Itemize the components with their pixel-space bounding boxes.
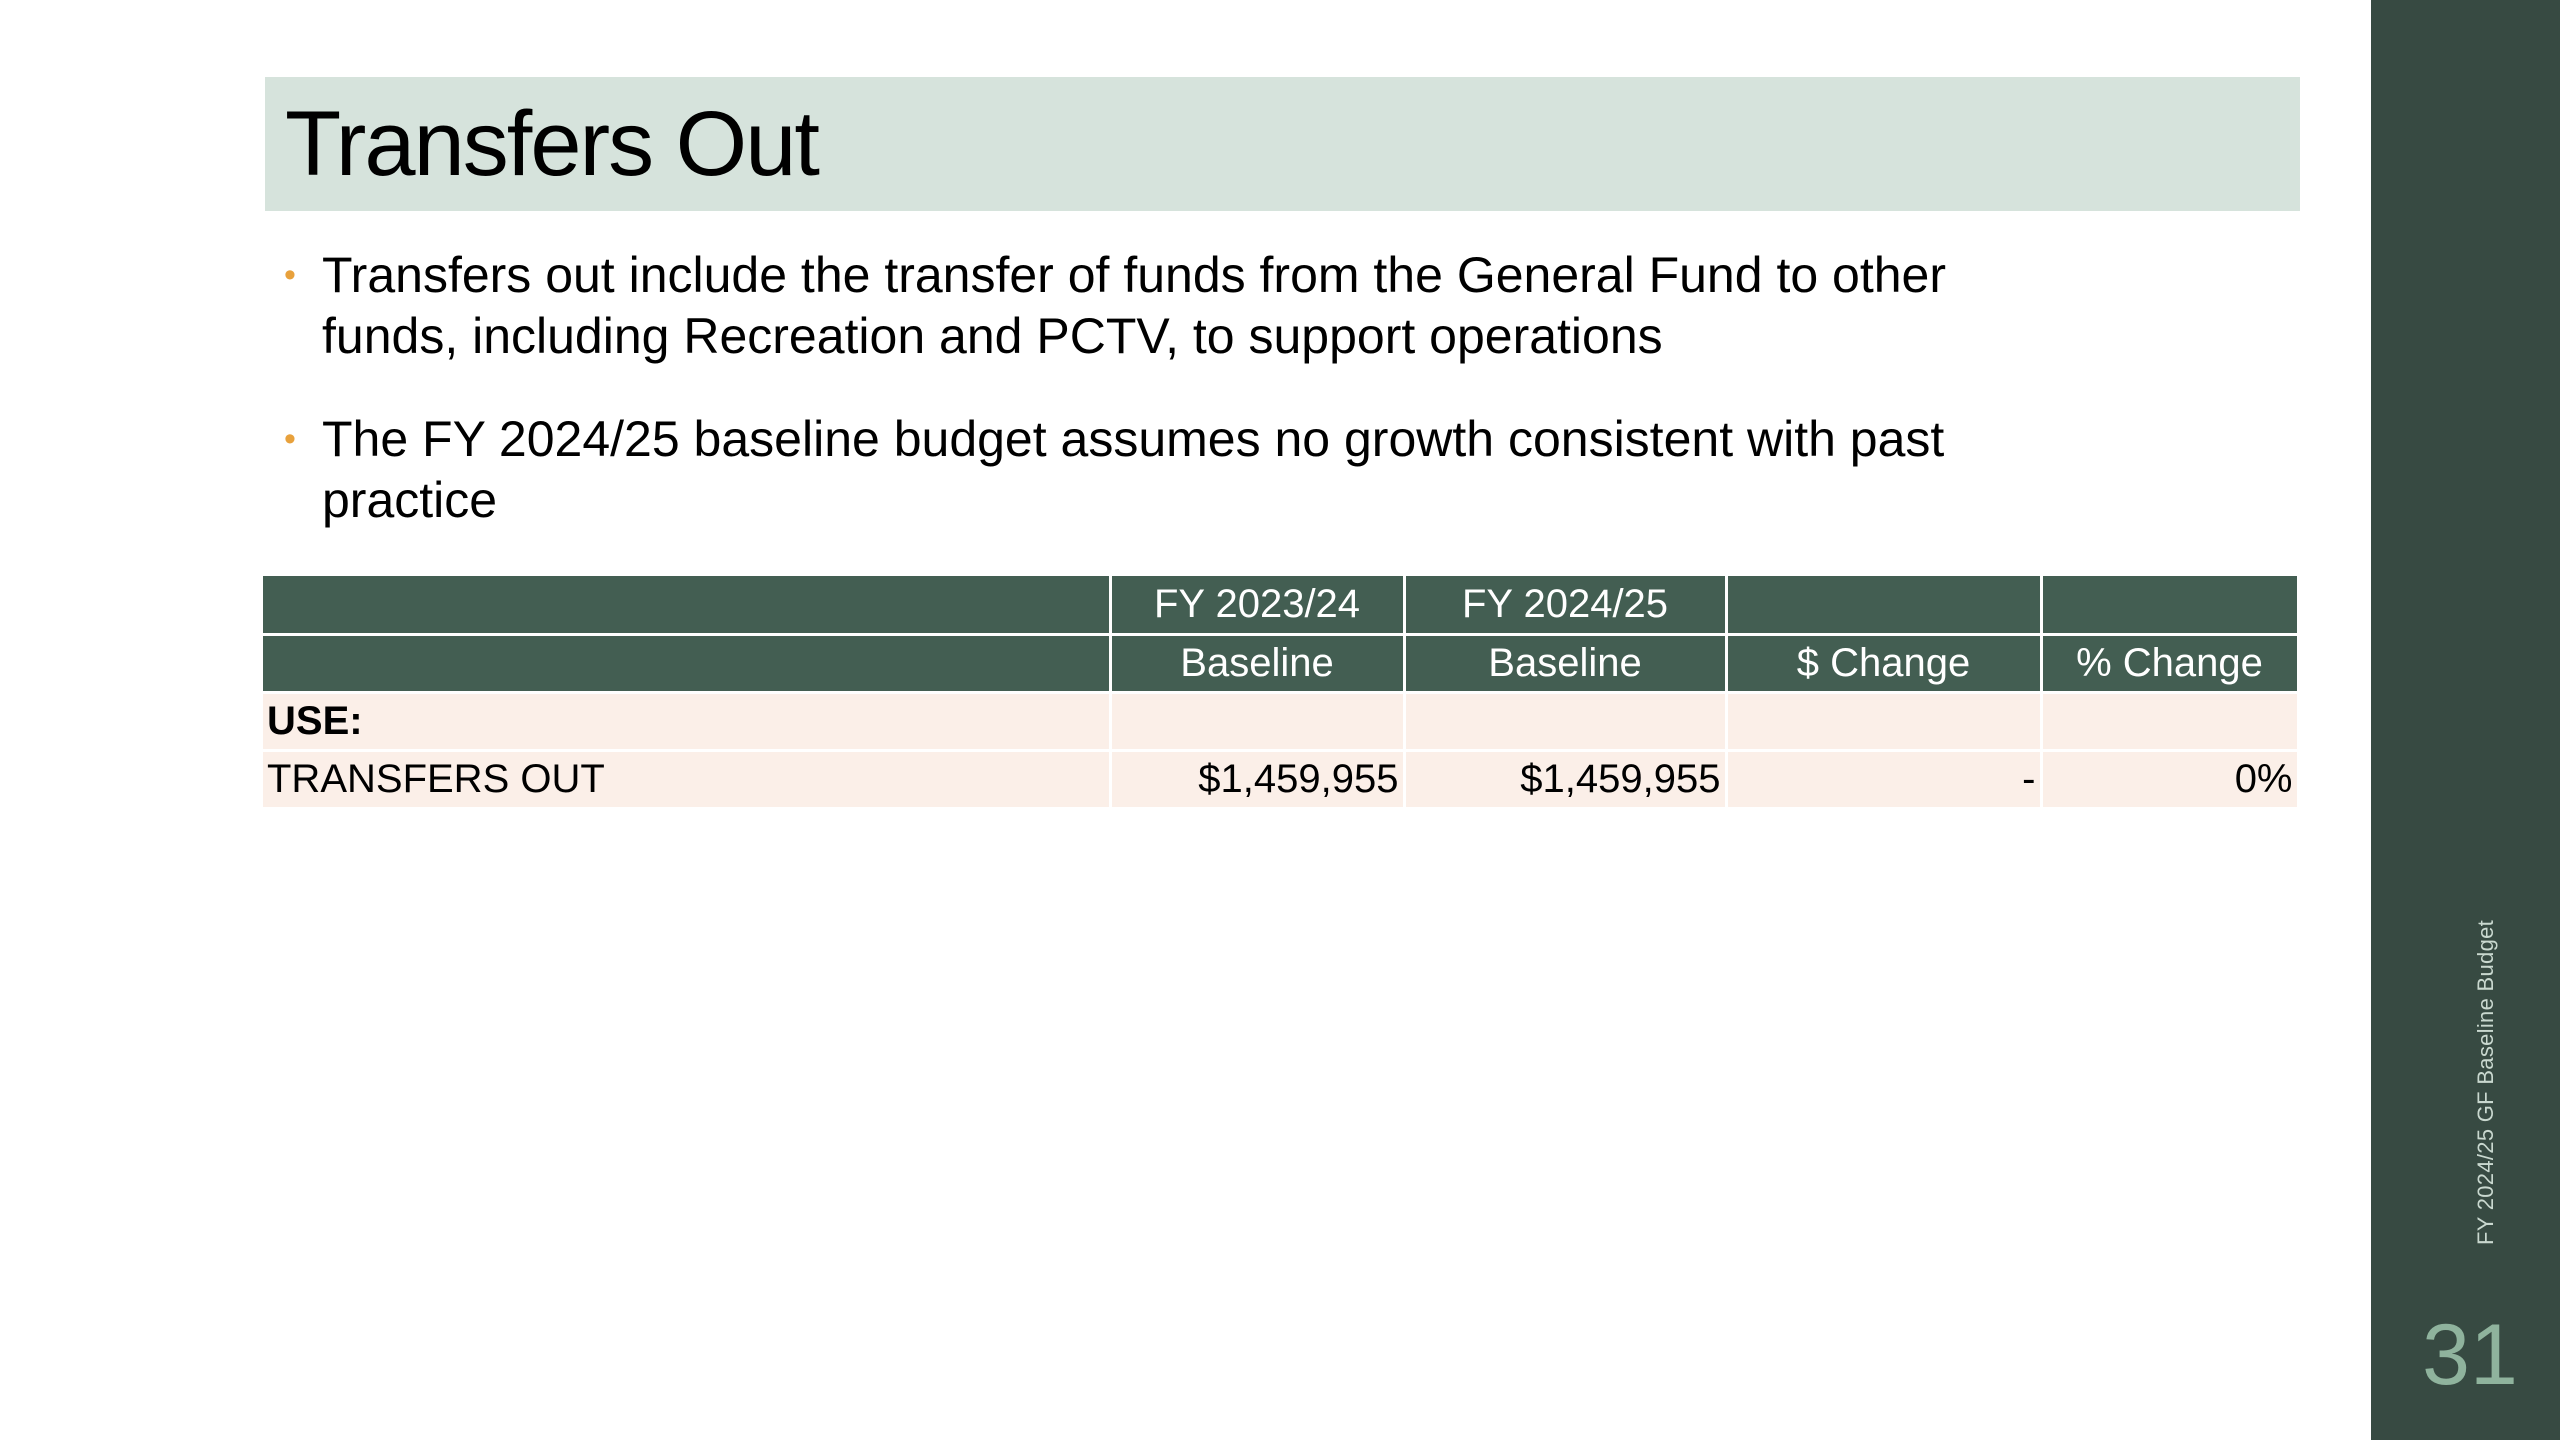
empty-cell	[1110, 692, 1406, 752]
title-band	[265, 77, 2300, 211]
row-dollar-change: -	[1726, 750, 2043, 810]
empty-cell	[1726, 692, 2043, 752]
header-cell-label	[263, 634, 1112, 694]
table-section-row: USE:	[263, 692, 2300, 752]
section-label: USE:	[263, 692, 1112, 752]
row-pct-change: 0%	[2041, 750, 2300, 810]
row-fy2425-value: $1,459,955	[1404, 750, 1728, 810]
bullet-item: • Transfers out include the transfer of …	[280, 245, 2030, 367]
bullet-item: • The FY 2024/25 baseline budget assumes…	[280, 409, 2030, 531]
bullet-dot-icon: •	[284, 256, 296, 294]
page-number: 31	[2422, 1307, 2518, 1403]
row-fy2324-value: $1,459,955	[1110, 750, 1406, 810]
slide-title: Transfers Out	[285, 93, 820, 195]
bullet-dot-icon: •	[284, 420, 296, 458]
table-header-row: Baseline Baseline $ Change % Change	[263, 634, 2300, 694]
header-cell-pct-change: % Change	[2041, 634, 2300, 694]
right-sidebar	[2371, 0, 2560, 1440]
table-header-row: FY 2023/24 FY 2024/25	[263, 576, 2300, 636]
empty-cell	[2041, 692, 2300, 752]
table-row: TRANSFERS OUT $1,459,955 $1,459,955 - 0%	[263, 750, 2300, 810]
header-cell-pct-change	[2041, 576, 2300, 636]
empty-cell	[1404, 692, 1728, 752]
header-cell-dollar-change: $ Change	[1726, 634, 2043, 694]
side-caption: FY 2024/25 GF Baseline Budget	[2473, 919, 2498, 1245]
header-cell-fy2425: FY 2024/25	[1404, 576, 1728, 636]
header-cell-dollar-change	[1726, 576, 2043, 636]
budget-table: FY 2023/24 FY 2024/25 Baseline Baseline …	[263, 576, 2300, 810]
header-cell-fy2425-baseline: Baseline	[1404, 634, 1728, 694]
header-cell-label	[263, 576, 1112, 636]
bullet-text: The FY 2024/25 baseline budget assumes n…	[322, 411, 1945, 528]
bullet-list: • Transfers out include the transfer of …	[280, 245, 2030, 573]
bullet-text: Transfers out include the transfer of fu…	[322, 247, 1946, 364]
header-cell-fy2324: FY 2023/24	[1110, 576, 1406, 636]
header-cell-fy2324-baseline: Baseline	[1110, 634, 1406, 694]
row-label: TRANSFERS OUT	[263, 750, 1112, 810]
